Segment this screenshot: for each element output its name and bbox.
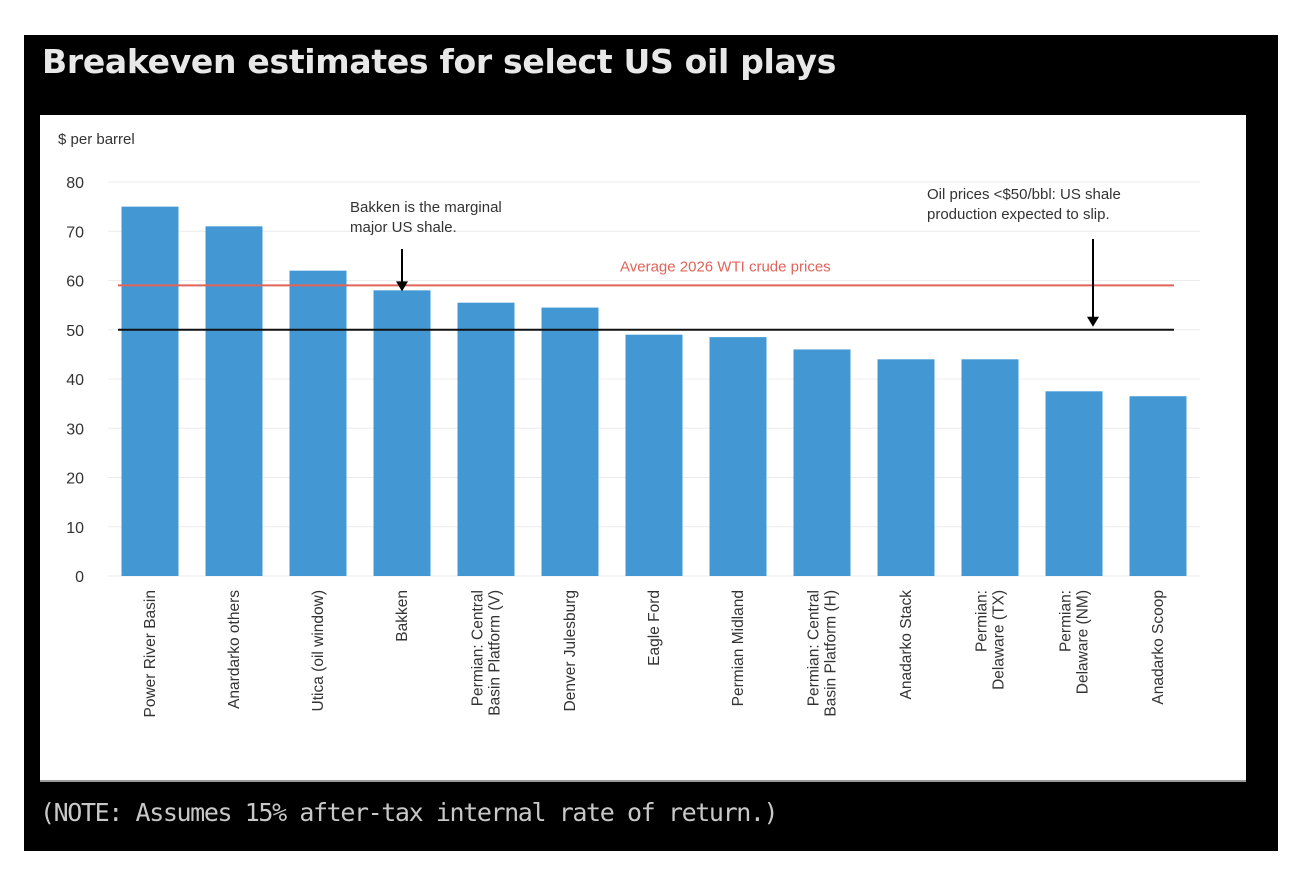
y-tick-label: 60 [66,274,84,291]
bar-12 [1129,396,1187,576]
bar-2 [289,270,347,576]
x-tick-label: Basin Platform (V) [487,590,504,716]
x-tick-label: Permian: [1058,590,1075,652]
bar-1 [205,226,263,576]
bar-7 [709,337,767,576]
x-tick-label: Permian: Central [470,590,487,706]
bakken-annotation-text: Bakken is the marginal [350,199,502,216]
x-tick-label: Delaware (TX) [991,590,1008,690]
y-tick-label: 70 [66,224,84,241]
footnote: (NOTE: Assumes 15% after-tax internal ra… [40,798,779,827]
x-tick-label: Anadarko Stack [898,590,915,700]
x-tick-label: Anadarko Scoop [1150,590,1167,705]
bar-9 [877,359,935,576]
bakken-annotation-text: major US shale. [350,219,457,236]
y-tick-label: 10 [66,520,84,537]
x-tick-label: Basin Platform (H) [823,590,840,717]
chart-panel: $ per barrel 0 10 20 30 40 50 60 70 80 Power River… [40,115,1246,782]
y-tick-label: 40 [66,372,84,389]
x-tick-label: Denver Julesburg [562,590,579,711]
x-tick-label: Bakken [394,590,411,642]
x-tick-label: Anardarko others [226,590,243,709]
bar-chart: $ per barrel 0 10 20 30 40 50 60 70 80 Power River… [58,131,1200,718]
chart-title: Breakeven estimates for select US oil pl… [42,42,837,81]
bar-5 [541,307,599,576]
x-tick-label: Permian: [974,590,991,652]
wti-line-label: Average 2026 WTI crude prices [620,258,831,275]
shale-slip-annotation-text: Oil prices <$50/bbl: US shale [927,186,1121,203]
bar-11 [1045,391,1103,576]
y-tick-label: 50 [66,323,84,340]
x-tick-label: Permian: Central [806,590,823,706]
bar-10 [961,359,1019,576]
bar-4 [457,302,515,576]
y-axis-label: $ per barrel [58,131,135,148]
bar-3 [373,290,431,576]
bar-0 [121,206,179,576]
shale-slip-annotation-text: production expected to slip. [927,206,1110,223]
shale-slip-annotation-arrow-head [1087,316,1099,327]
bar-8 [793,349,851,576]
x-tick-label: Eagle Ford [646,590,663,666]
y-tick-label: 30 [66,421,84,438]
x-tick-label: Utica (oil window) [310,590,327,711]
x-tick-label: Permian Midland [730,590,747,706]
x-tick-label: Delaware (NM) [1075,590,1092,694]
y-tick-label: 20 [66,471,84,488]
bar-6 [625,334,683,576]
y-tick-label: 0 [75,569,84,586]
y-tick-label: 80 [66,175,84,192]
x-tick-label: Power River Basin [142,590,159,718]
bakken-annotation-arrow-head [396,281,408,292]
